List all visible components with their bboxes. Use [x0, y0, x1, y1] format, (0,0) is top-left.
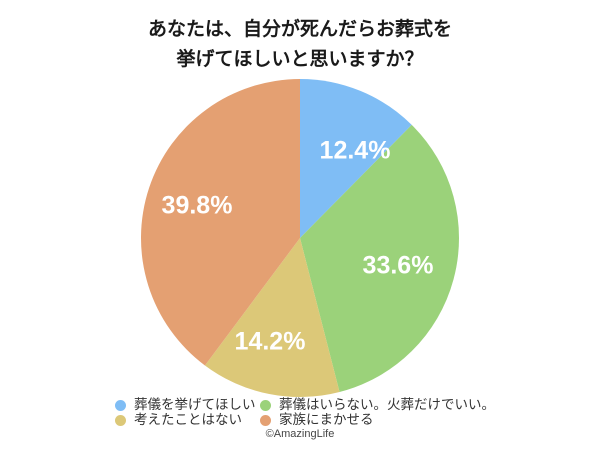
pie-slice [300, 124, 459, 393]
chart-title-line1: あなたは、自分が死んだらお葬式を [147, 18, 452, 40]
legend-dot-icon [115, 415, 126, 426]
chart-title-line2: 挙げてほしいと思いますか？ [176, 48, 424, 70]
legend-item-want-funeral: 葬儀を挙げてほしい [115, 398, 260, 413]
slice-percent-label: 33.6% [363, 252, 434, 280]
legend-dot-icon [260, 415, 271, 426]
legend-item-never-thought: 考えたことはない [115, 413, 260, 428]
slice-percent-label: 39.8% [162, 192, 233, 220]
legend-item-leave-to-family: 家族にまかせる [260, 413, 374, 428]
pie-slice [140, 79, 300, 366]
legend: 葬儀を挙げてほしい 葬儀はいらない。火葬だけでいい。 考えたことはない 家族にま… [115, 398, 495, 428]
credit: ©AmazingLife [265, 428, 335, 440]
chart-title: あなたは、自分が死んだらお葬式を 挙げてほしいと思いますか？ [0, 14, 600, 74]
pie-slice [204, 238, 340, 397]
legend-dot-icon [260, 400, 271, 411]
slice-percent-label: 12.4% [320, 137, 391, 165]
legend-dot-icon [115, 400, 126, 411]
slice-percent-label: 14.2% [235, 328, 306, 356]
pie-slice [300, 79, 412, 238]
legend-item-cremation-only: 葬儀はいらない。火葬だけでいい。 [260, 398, 495, 413]
